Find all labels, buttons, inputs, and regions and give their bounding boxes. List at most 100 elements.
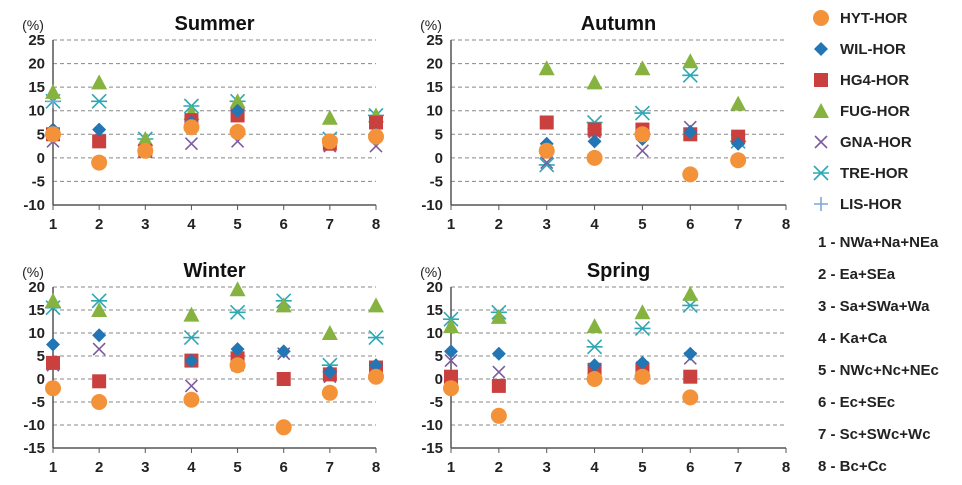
point-hg4-hor-7: [731, 129, 746, 144]
y-tick-label: 20: [28, 56, 45, 73]
chart-spring: -15 -10 -5 0 5 10 15 20 1 2 3 4 5 6 7 8 (%) Spring: [420, 260, 790, 476]
y-tick-label: 20: [28, 279, 45, 296]
point-wil-hor-2: [491, 346, 506, 361]
y-tick-label: 10: [426, 103, 443, 120]
y-tick-label: 0: [37, 371, 45, 388]
point-hg4-hor-2: [92, 374, 107, 389]
point-wil-hor-5: [230, 103, 245, 118]
x-tick-label: 6: [280, 216, 288, 233]
point-fug-hor-2: [490, 308, 507, 324]
point-hyt-hor-6: [682, 389, 699, 406]
x-tick-label: 6: [280, 459, 288, 476]
point-hyt-hor-2: [490, 407, 507, 424]
point-hyt-hor-7: [321, 133, 338, 150]
point-wil-hor-4: [184, 353, 199, 368]
x-tick-label: 7: [326, 216, 334, 233]
category-key-item: 4 - Ka+Ca: [818, 330, 887, 347]
point-hyt-hor-5: [634, 126, 651, 143]
x-tick-label: 1: [447, 216, 455, 233]
point-tre-hor-3: [538, 157, 555, 173]
y-tick-label: 5: [435, 126, 443, 143]
x-tick-label: 7: [326, 459, 334, 476]
chart-title: Autumn: [581, 13, 657, 35]
point-hyt-hor-6: [275, 419, 292, 436]
x-tick-label: 8: [372, 459, 380, 476]
category-key-item: 7 - Sc+SWc+Wc: [818, 426, 931, 443]
point-gna-hor-2: [92, 342, 106, 356]
point-hg4-hor-8: [369, 115, 383, 130]
point-wil-hor-5: [230, 342, 245, 357]
y-tick-label: 10: [28, 325, 45, 342]
x-tick-label: 2: [95, 216, 103, 233]
x-tick-label: 4: [590, 459, 599, 476]
chart-autumn: -10 -5 0 5 10 15 20 25 1 2 3 4 5 6 7 8 (%) Autumn: [420, 13, 790, 233]
x-tick-label: 4: [590, 216, 599, 233]
category-key-item: 5 - NWc+Nc+NEc: [818, 362, 939, 379]
y-tick-label: 0: [435, 150, 443, 167]
point-wil-hor-6: [683, 124, 698, 139]
y-axis-label: (%): [22, 17, 44, 33]
x-tick-label: 7: [734, 216, 742, 233]
point-hg4-hor-2: [92, 134, 107, 149]
x-tick-label: 3: [141, 216, 149, 233]
legend-label: HYT-HOR: [840, 9, 908, 27]
category-key-item: 1 - NWa+Na+NEa: [818, 234, 939, 251]
x-tick-label: 2: [495, 216, 503, 233]
legend-marker-shape: [813, 10, 829, 26]
chart-title: Winter: [183, 260, 245, 282]
point-hyt-hor-7: [730, 152, 747, 169]
legend-item-hyt-hor: HYT-HOR: [808, 6, 908, 30]
point-tre-hor-4: [183, 330, 200, 346]
point-hg4-hor-6: [683, 369, 698, 384]
y-axis-label: (%): [22, 264, 44, 280]
x-tick-label: 8: [782, 459, 790, 476]
x-tick-label: 8: [372, 216, 380, 233]
point-tre-hor-2: [91, 293, 108, 309]
point-fug-hor-7: [321, 109, 338, 125]
legend-label: WIL-HOR: [840, 40, 906, 58]
point-gna-hor-5: [635, 144, 649, 158]
point-wil-hor-1: [444, 344, 458, 359]
legend-marker-triangle-icon: [813, 103, 829, 118]
y-tick-label: 0: [435, 371, 443, 388]
x-tick-label: 5: [638, 216, 646, 233]
y-tick-label: -5: [32, 394, 45, 411]
y-tick-label: 15: [426, 302, 443, 319]
point-hyt-hor-7: [321, 384, 338, 401]
x-tick-label: 2: [495, 459, 503, 476]
point-hyt-hor-4: [586, 371, 603, 387]
point-hg4-hor-1: [444, 369, 458, 384]
point-wil-hor-1: [46, 337, 60, 352]
y-tick-label: -10: [421, 197, 443, 214]
legend-marker-shape: [814, 42, 828, 56]
y-tick-label: 10: [28, 103, 45, 120]
y-tick-label: -10: [421, 417, 443, 434]
point-hyt-hor-4: [183, 391, 200, 408]
point-fug-hor-1: [45, 83, 61, 99]
point-hyt-hor-1: [443, 380, 459, 397]
legend-marker-plus-icon: [814, 197, 828, 211]
legend-label: TRE-HOR: [840, 164, 909, 182]
point-wil-hor-6: [276, 344, 291, 359]
point-hyt-hor-2: [91, 394, 108, 410]
point-hyt-hor-1: [45, 380, 61, 397]
y-tick-label: -10: [23, 197, 45, 214]
point-fug-hor-6: [682, 285, 699, 301]
legend-item-fug-hor: FUG-HOR: [808, 99, 910, 123]
point-hg4-hor-6: [276, 372, 291, 386]
point-hyt-hor-4: [586, 149, 603, 166]
chart-summer: -10 -5 0 5 10 15 20 25 1 2 3 4 5 6 7 8 (%) Summer: [22, 13, 384, 233]
point-fug-hor-5: [229, 93, 246, 109]
y-tick-label: 20: [426, 56, 443, 73]
point-gna-hor-2: [492, 365, 506, 379]
point-tre-hor-8: [368, 330, 384, 346]
y-tick-label: 5: [435, 348, 443, 365]
point-wil-hor-4: [587, 358, 602, 373]
x-tick-label: 3: [543, 459, 551, 476]
x-tick-label: 1: [447, 459, 455, 476]
legend-marker-shape: [813, 103, 829, 118]
point-fug-hor-2: [91, 302, 108, 317]
x-tick-label: 8: [782, 216, 790, 233]
point-hg4-hor-4: [587, 122, 602, 137]
legend-marker-shape: [814, 197, 828, 211]
